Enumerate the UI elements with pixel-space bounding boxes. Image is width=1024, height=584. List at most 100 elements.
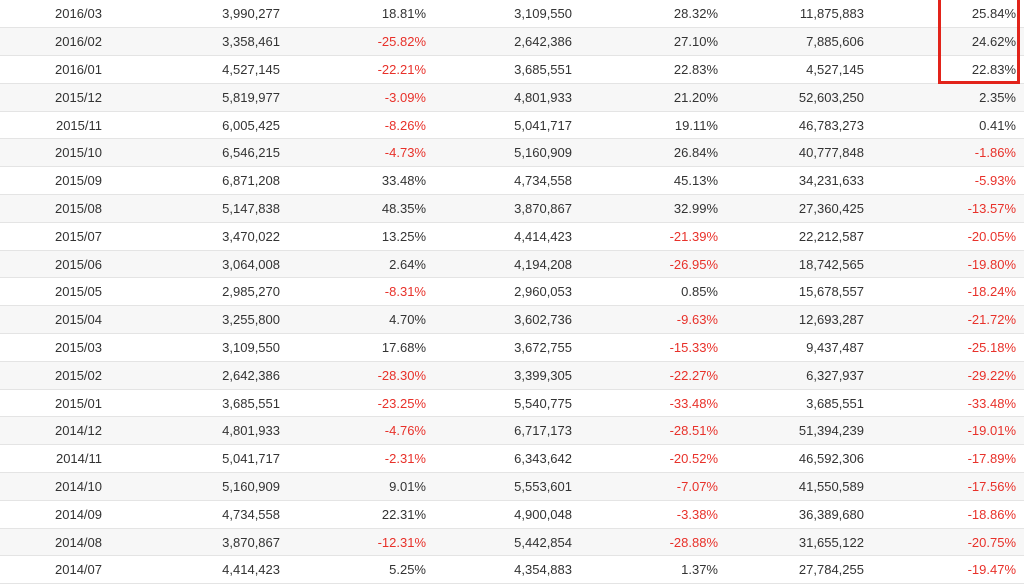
cumulative-pct-cell: -21.72% xyxy=(872,305,1024,335)
compare-pct-cell: 26.84% xyxy=(580,138,726,168)
pct-change-cell: -3.09% xyxy=(288,83,434,112)
compare-value-cell: 3,870,867 xyxy=(434,194,580,223)
pct-change-cell: -4.73% xyxy=(288,138,434,168)
pct-change-cell: -28.30% xyxy=(288,361,434,390)
compare-value-cell: 4,414,423 xyxy=(434,222,580,251)
compare-value-cell: 3,399,305 xyxy=(434,361,580,390)
pct-change-cell: -22.21% xyxy=(288,55,434,84)
value-cell: 5,147,838 xyxy=(112,194,288,223)
pct-change-cell: 17.68% xyxy=(288,333,434,362)
cumulative-pct-cell: 24.62% xyxy=(872,27,1024,57)
table-row: 2015/03 3,109,550 17.68% 3,672,755 -15.33% 9,… xyxy=(0,333,1024,362)
table-row: 2015/06 3,064,008 2.64% 4,194,208 -26.95% 18,… xyxy=(0,250,1024,279)
compare-pct-cell: -21.39% xyxy=(580,222,726,251)
cumulative-value-cell: 11,875,883 xyxy=(726,0,872,29)
pct-change-cell: -12.31% xyxy=(288,528,434,557)
compare-value-cell: 4,354,883 xyxy=(434,555,580,584)
table-row: 2014/11 5,041,717 -2.31% 6,343,642 -20.52% 46… xyxy=(0,444,1024,474)
table-row: 2015/02 2,642,386 -28.30% 3,399,305 -22.27% 6… xyxy=(0,361,1024,390)
cumulative-value-cell: 15,678,557 xyxy=(726,277,872,307)
compare-value-cell: 4,194,208 xyxy=(434,250,580,279)
date-cell: 2015/07 xyxy=(0,222,112,251)
cumulative-pct-cell: -18.86% xyxy=(872,500,1024,529)
cumulative-value-cell: 6,327,937 xyxy=(726,361,872,390)
pct-change-cell: 2.64% xyxy=(288,250,434,279)
pct-change-cell: 9.01% xyxy=(288,472,434,501)
cumulative-value-cell: 46,783,273 xyxy=(726,111,872,140)
table-row: 2015/04 3,255,800 4.70% 3,602,736 -9.63% 12,6… xyxy=(0,305,1024,335)
cumulative-pct-cell: 25.84% xyxy=(872,0,1024,29)
date-cell: 2014/10 xyxy=(0,472,112,501)
date-cell: 2015/09 xyxy=(0,166,112,196)
value-cell: 6,005,425 xyxy=(112,111,288,140)
compare-pct-cell: 19.11% xyxy=(580,111,726,140)
cumulative-pct-cell: 2.35% xyxy=(872,83,1024,112)
cumulative-value-cell: 3,685,551 xyxy=(726,389,872,418)
date-cell: 2014/12 xyxy=(0,416,112,446)
compare-pct-cell: -15.33% xyxy=(580,333,726,362)
date-cell: 2014/08 xyxy=(0,528,112,557)
value-cell: 3,255,800 xyxy=(112,305,288,335)
value-cell: 4,414,423 xyxy=(112,555,288,584)
pct-change-cell: 33.48% xyxy=(288,166,434,196)
value-cell: 2,642,386 xyxy=(112,361,288,390)
date-cell: 2015/02 xyxy=(0,361,112,390)
cumulative-value-cell: 27,784,255 xyxy=(726,555,872,584)
table-row: 2015/05 2,985,270 -8.31% 2,960,053 0.85% 15,6… xyxy=(0,277,1024,307)
compare-value-cell: 4,734,558 xyxy=(434,166,580,196)
table-row: 2016/02 3,358,461 -25.82% 2,642,386 27.10% 7,… xyxy=(0,27,1024,57)
cumulative-value-cell: 52,603,250 xyxy=(726,83,872,112)
compare-pct-cell: 1.37% xyxy=(580,555,726,584)
compare-value-cell: 5,540,775 xyxy=(434,389,580,418)
compare-value-cell: 6,343,642 xyxy=(434,444,580,474)
cumulative-pct-cell: -25.18% xyxy=(872,333,1024,362)
compare-pct-cell: -28.88% xyxy=(580,528,726,557)
table-row: 2015/12 5,819,977 -3.09% 4,801,933 21.20% 52,… xyxy=(0,83,1024,112)
compare-pct-cell: 27.10% xyxy=(580,27,726,57)
value-cell: 4,527,145 xyxy=(112,55,288,84)
value-cell: 6,871,208 xyxy=(112,166,288,196)
table-row: 2016/03 3,990,277 18.81% 3,109,550 28.32% 11,… xyxy=(0,0,1024,29)
value-cell: 5,160,909 xyxy=(112,472,288,501)
pct-change-cell: 22.31% xyxy=(288,500,434,529)
cumulative-pct-cell: -20.05% xyxy=(872,222,1024,251)
compare-pct-cell: 32.99% xyxy=(580,194,726,223)
pct-change-cell: -25.82% xyxy=(288,27,434,57)
value-cell: 3,870,867 xyxy=(112,528,288,557)
compare-value-cell: 2,642,386 xyxy=(434,27,580,57)
date-cell: 2015/06 xyxy=(0,250,112,279)
cumulative-value-cell: 7,885,606 xyxy=(726,27,872,57)
value-cell: 6,546,215 xyxy=(112,138,288,168)
cumulative-value-cell: 4,527,145 xyxy=(726,55,872,84)
pct-change-cell: -8.31% xyxy=(288,277,434,307)
cumulative-pct-cell: -33.48% xyxy=(872,389,1024,418)
date-cell: 2016/01 xyxy=(0,55,112,84)
compare-value-cell: 3,672,755 xyxy=(434,333,580,362)
cumulative-value-cell: 41,550,589 xyxy=(726,472,872,501)
compare-value-cell: 5,041,717 xyxy=(434,111,580,140)
compare-pct-cell: 22.83% xyxy=(580,55,726,84)
table-row: 2015/09 6,871,208 33.48% 4,734,558 45.13% 34,… xyxy=(0,166,1024,196)
value-cell: 3,109,550 xyxy=(112,333,288,362)
compare-pct-cell: -33.48% xyxy=(580,389,726,418)
table-row: 2015/01 3,685,551 -23.25% 5,540,775 -33.48% 3… xyxy=(0,389,1024,418)
cumulative-value-cell: 51,394,239 xyxy=(726,416,872,446)
table-row: 2015/07 3,470,022 13.25% 4,414,423 -21.39% 22… xyxy=(0,222,1024,251)
compare-pct-cell: 0.85% xyxy=(580,277,726,307)
cumulative-value-cell: 12,693,287 xyxy=(726,305,872,335)
table-row: 2015/10 6,546,215 -4.73% 5,160,909 26.84% 40,… xyxy=(0,138,1024,168)
pct-change-cell: -4.76% xyxy=(288,416,434,446)
cumulative-pct-cell: -19.47% xyxy=(872,555,1024,584)
value-cell: 3,358,461 xyxy=(112,27,288,57)
table-row: 2015/08 5,147,838 48.35% 3,870,867 32.99% 27,… xyxy=(0,194,1024,223)
table-row: 2014/12 4,801,933 -4.76% 6,717,173 -28.51% 51… xyxy=(0,416,1024,446)
cumulative-pct-cell: -20.75% xyxy=(872,528,1024,557)
value-cell: 3,064,008 xyxy=(112,250,288,279)
value-cell: 4,734,558 xyxy=(112,500,288,529)
cumulative-pct-cell: 0.41% xyxy=(872,111,1024,140)
date-cell: 2015/08 xyxy=(0,194,112,223)
date-cell: 2016/03 xyxy=(0,0,112,29)
value-cell: 3,990,277 xyxy=(112,0,288,29)
